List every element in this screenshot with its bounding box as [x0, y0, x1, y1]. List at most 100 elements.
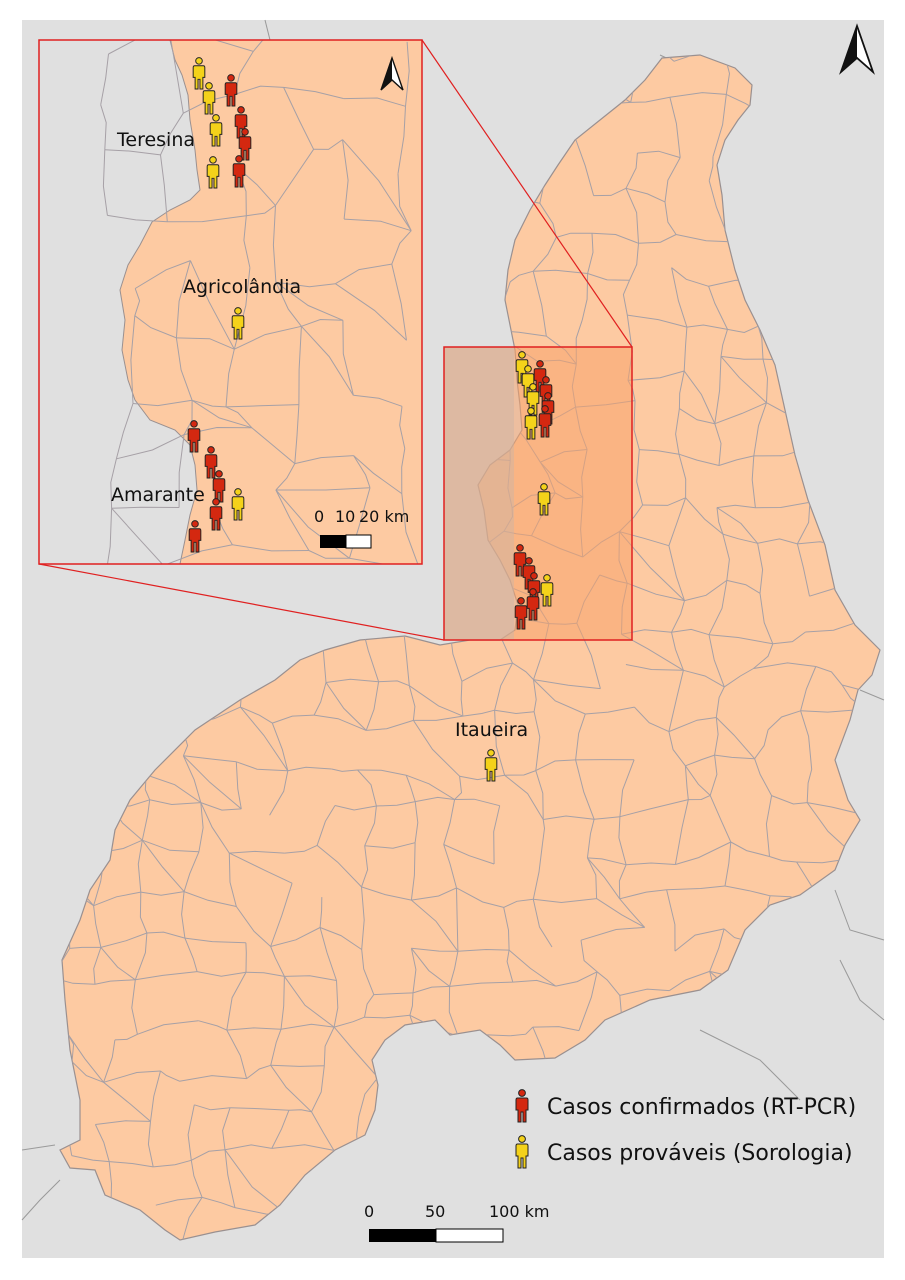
municipality-border: [183, 400, 193, 435]
municipality-border: [639, 449, 680, 455]
municipality-border: [331, 768, 358, 772]
municipality-border: [772, 631, 806, 645]
municipality-border: [93, 905, 102, 948]
municipality-border: [533, 711, 541, 771]
municipality-border: [294, 404, 300, 464]
municipality-border: [627, 582, 685, 602]
municipality-border: [596, 898, 645, 928]
municipality-border: [226, 1027, 282, 1031]
municipality-border: [722, 533, 758, 544]
inset-municipality-borders: [100, 40, 419, 564]
municipality-border: [443, 844, 457, 889]
municipality-border: [753, 662, 816, 669]
municipality-border: [224, 1149, 236, 1208]
municipality-border: [183, 891, 237, 907]
municipality-border: [625, 188, 639, 244]
municipality-border: [494, 662, 513, 711]
municipality-border: [542, 819, 546, 844]
municipality-border: [642, 497, 686, 506]
municipality-border: [412, 720, 460, 777]
municipality-border: [596, 971, 621, 996]
municipality-border: [800, 710, 813, 770]
municipality-border: [60, 948, 71, 978]
municipality-border: [494, 710, 506, 776]
municipality-border: [593, 187, 627, 197]
municipality-border: [111, 506, 180, 509]
municipality-border: [674, 928, 725, 952]
municipality-border: [460, 681, 464, 717]
municipality-border: [716, 504, 756, 509]
municipality-border: [714, 402, 767, 425]
municipality-border: [181, 891, 186, 939]
municipality-border: [638, 234, 677, 244]
municipality-border: [364, 805, 377, 846]
municipality-border: [140, 891, 185, 896]
municipality-border: [668, 497, 687, 546]
municipality-border: [533, 679, 586, 715]
municipality-border: [684, 579, 728, 602]
municipality-border: [364, 1014, 410, 1019]
municipality-border: [715, 686, 725, 718]
municipality-border: [510, 1026, 534, 1037]
municipality-border: [622, 280, 630, 316]
municipality-border: [93, 891, 141, 907]
municipality-border: [578, 971, 598, 1031]
municipality-border: [301, 325, 354, 396]
municipality-border: [805, 622, 856, 633]
municipality-border: [323, 1026, 335, 1066]
municipality-border: [134, 932, 148, 980]
municipality-border: [230, 1107, 289, 1111]
municipality-border: [283, 87, 315, 150]
municipality-border: [580, 926, 645, 941]
municipality-border: [533, 269, 588, 274]
municipality-border: [361, 949, 375, 995]
municipality-border: [176, 337, 235, 350]
municipality-border: [901, 549, 904, 595]
municipality-border: [71, 1061, 104, 1083]
municipality-border: [708, 634, 773, 645]
municipality-border: [625, 187, 666, 203]
label-amarante: Amarante: [111, 484, 205, 506]
municipality-border: [714, 717, 719, 756]
municipality-border: [319, 897, 323, 928]
municipality-border: [722, 533, 730, 581]
municipality-border: [668, 670, 684, 732]
municipality-border: [94, 979, 136, 985]
municipality-border: [575, 759, 595, 820]
municipality-border: [194, 1104, 231, 1111]
municipality-border: [155, 1196, 203, 1206]
municipality-border: [134, 315, 177, 339]
municipality-border: [103, 1081, 151, 1122]
municipality-border: [183, 851, 200, 892]
municipality-border: [618, 864, 627, 899]
municipality-border: [275, 281, 302, 327]
municipality-border: [342, 139, 349, 220]
municipality-border: [757, 326, 764, 360]
municipality-border: [724, 885, 771, 897]
municipality-border: [298, 326, 302, 405]
municipality-border: [146, 774, 202, 804]
municipality-border: [508, 949, 557, 987]
municipality-border: [361, 845, 369, 888]
municipality-border: [666, 889, 676, 952]
inset-scale-tick-0: 0: [314, 507, 324, 526]
municipality-border: [619, 889, 667, 900]
inset-scale-bar: 0 10 20 km: [314, 507, 409, 549]
municipality-border: [619, 759, 635, 817]
municipality-border: [675, 408, 680, 455]
municipality-border: [619, 799, 689, 818]
municipality-border: [454, 776, 463, 800]
municipality-border: [225, 406, 253, 429]
municipality-border: [626, 862, 676, 866]
municipality-border: [376, 801, 416, 807]
municipality-border: [767, 710, 801, 731]
municipality-border: [270, 927, 321, 947]
municipality-border: [361, 886, 412, 901]
municipality-border: [150, 1070, 161, 1122]
municipality-border: [405, 41, 410, 107]
municipality-border: [275, 463, 296, 491]
municipality-border: [618, 816, 627, 865]
municipality-border: [712, 94, 727, 157]
municipality-border: [269, 770, 289, 816]
municipality-border: [753, 643, 774, 669]
